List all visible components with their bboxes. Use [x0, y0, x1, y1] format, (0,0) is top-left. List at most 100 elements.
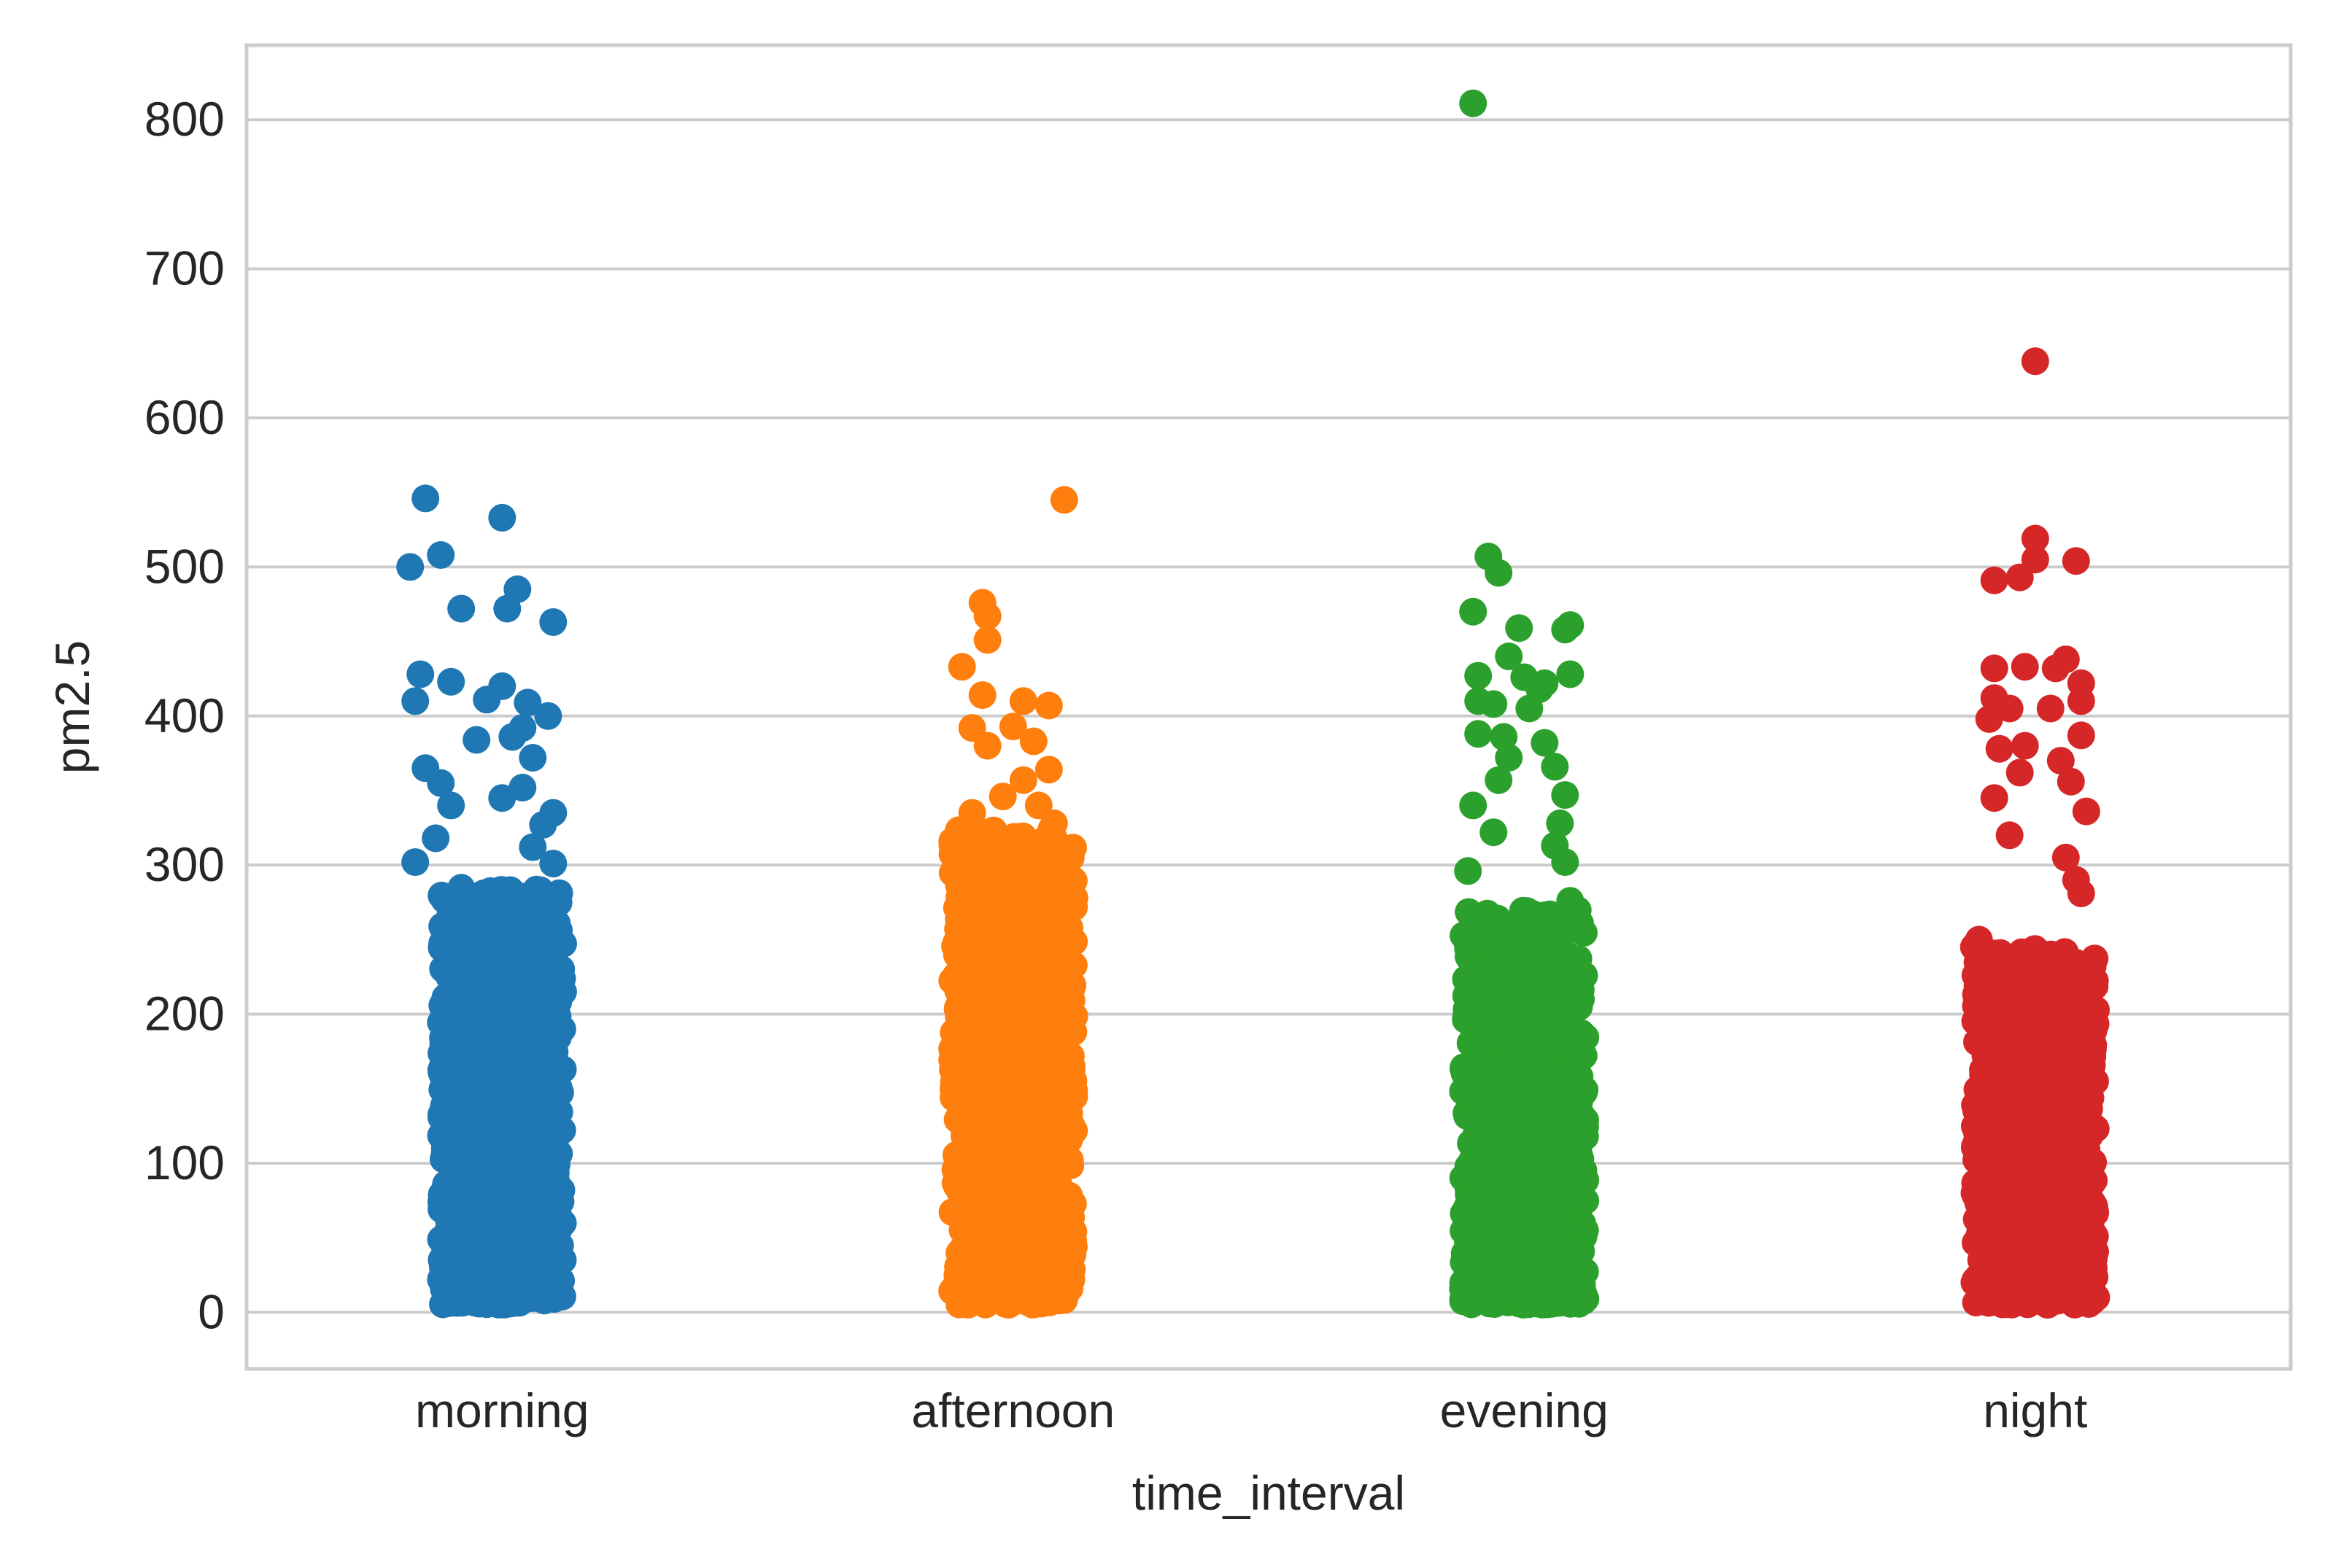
series-night [1960, 347, 2111, 1319]
data-point [2019, 1189, 2047, 1218]
data-point [1036, 1022, 1064, 1051]
data-point-outlier [406, 660, 435, 688]
data-point [1005, 1176, 1033, 1205]
data-point [1057, 975, 1086, 1004]
data-point [1503, 1183, 1531, 1211]
data-point-outlier [1505, 614, 1533, 643]
data-point [1017, 831, 1045, 860]
data-point [1481, 1144, 1509, 1172]
data-point [449, 1195, 478, 1223]
data-point [993, 1037, 1021, 1066]
data-point [945, 882, 974, 911]
data-point [543, 1204, 571, 1233]
data-point [975, 1273, 1004, 1302]
data-point [2054, 970, 2083, 998]
data-point [2078, 952, 2107, 980]
x-tick-label-afternoon: afternoon [911, 1383, 1115, 1437]
data-point [959, 950, 988, 979]
data-point-outlier [534, 702, 562, 730]
data-point [495, 1009, 523, 1036]
y-tick-label: 700 [144, 241, 225, 295]
data-point-outlier [422, 824, 450, 853]
data-point [1004, 1207, 1032, 1235]
data-point-outlier [427, 541, 455, 569]
data-point [532, 1257, 560, 1286]
data-point-outlier [2062, 547, 2090, 575]
data-point [1992, 995, 2020, 1023]
data-point [1533, 1145, 1562, 1173]
data-point-outlier [411, 484, 440, 513]
data-point-outlier [463, 726, 491, 754]
data-point [938, 1198, 967, 1227]
data-point [1569, 1106, 1597, 1135]
data-point-outlier [1464, 661, 1493, 690]
data-point-outlier [2057, 767, 2085, 796]
data-point-outlier [973, 602, 1002, 630]
data-point [473, 1165, 502, 1193]
data-point [999, 988, 1028, 1016]
data-point [1517, 1020, 1546, 1048]
data-point-outlier [2067, 721, 2095, 750]
data-point [1463, 1001, 1492, 1029]
plot-frame [244, 43, 2293, 1371]
data-point-outlier [2067, 687, 2095, 715]
data-point [542, 1011, 570, 1039]
data-point-outlier [973, 731, 1002, 760]
data-point-outlier [514, 688, 542, 717]
data-point [1479, 930, 1507, 958]
data-point-outlier [1980, 784, 2008, 812]
data-point-outlier [2005, 563, 2034, 591]
data-point [1559, 1134, 1587, 1163]
data-point [432, 1171, 460, 1200]
data-point [507, 964, 535, 993]
data-point [463, 1126, 491, 1154]
data-point [1975, 1241, 2003, 1269]
data-point [948, 917, 976, 945]
y-axis-label: pm2.5 [45, 640, 99, 774]
data-point [1452, 1241, 1480, 1270]
data-point-outlier [1980, 654, 2008, 683]
y-tick-label: 800 [144, 92, 225, 146]
data-point [439, 893, 468, 922]
data-point [1048, 1257, 1077, 1285]
data-point [1014, 1006, 1042, 1035]
data-point [1458, 1195, 1487, 1223]
data-point-outlier [2011, 653, 2039, 681]
data-point [1053, 1206, 1081, 1235]
data-point [1485, 1213, 1513, 1241]
data-point [1037, 955, 1064, 984]
data-point [1545, 907, 1574, 936]
data-point-outlier [2036, 694, 2065, 723]
y-tick-label: 600 [144, 390, 225, 444]
data-point-outlier [539, 608, 568, 636]
data-point-outlier [1040, 809, 1068, 837]
data-point-outlier [2051, 843, 2080, 872]
data-point [478, 1076, 506, 1104]
data-point-outlier [1060, 884, 1088, 912]
data-point [2003, 1054, 2031, 1082]
x-axis-label: time_interval [1132, 1466, 1405, 1520]
data-point-outlier [1556, 887, 1585, 915]
data-point [1531, 1052, 1559, 1080]
data-point [943, 1277, 972, 1305]
data-point-outlier [1034, 691, 1063, 720]
data-point [1493, 993, 1522, 1021]
data-point [2036, 1025, 2065, 1054]
data-point [1469, 963, 1497, 991]
data-point [941, 1027, 970, 1055]
series-afternoon [938, 486, 1088, 1319]
data-point [1037, 1077, 1065, 1106]
y-tick-label: 0 [198, 1284, 225, 1338]
data-point [1455, 898, 1483, 926]
data-point-outlier [958, 799, 986, 827]
data-point [1024, 1277, 1052, 1305]
data-point-outlier [2041, 654, 2070, 683]
data-point [1966, 1219, 1995, 1248]
data-point [958, 837, 986, 866]
data-point-outlier [2072, 797, 2100, 826]
data-point [427, 1103, 455, 1131]
data-point [2056, 1091, 2084, 1119]
data-point-outlier [989, 783, 1017, 811]
